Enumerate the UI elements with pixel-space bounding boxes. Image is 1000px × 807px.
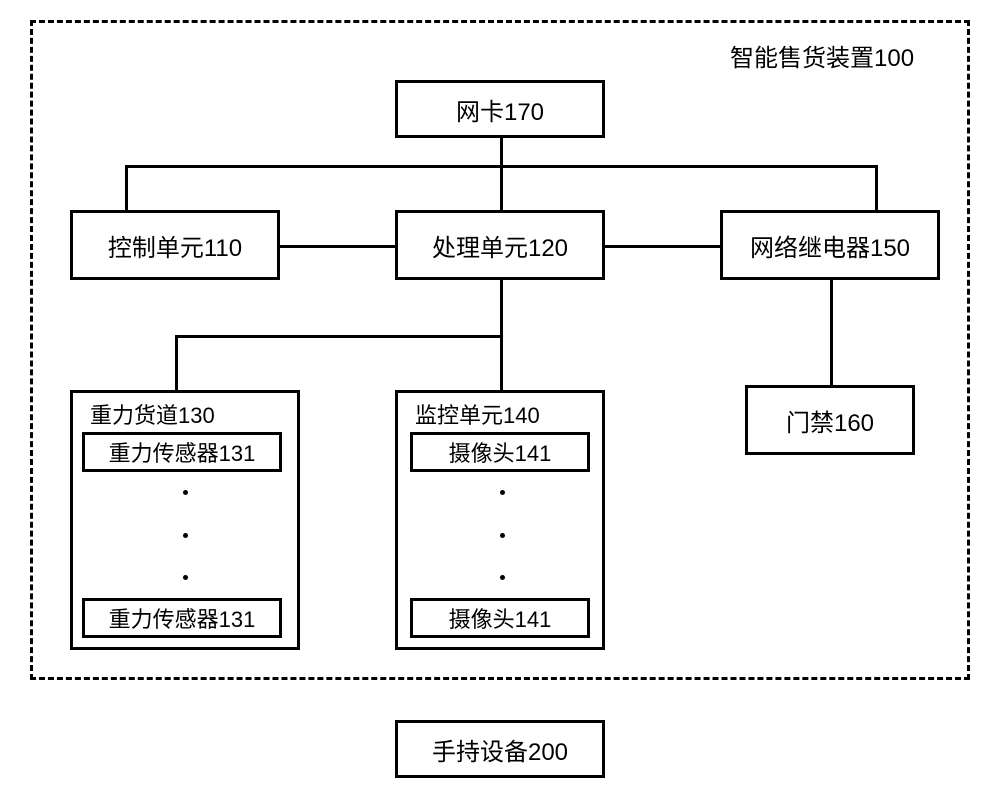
- control-unit-node: 控制单元110: [70, 210, 280, 280]
- edge: [500, 138, 503, 210]
- relay-node: 网络继电器150: [720, 210, 940, 280]
- edge: [125, 165, 128, 210]
- edge: [175, 335, 178, 390]
- edge: [875, 165, 878, 210]
- edge: [280, 245, 395, 248]
- edge: [830, 280, 833, 385]
- gravity-sensor-node: 重力传感器131: [82, 598, 282, 638]
- smart-vending-label: 智能售货装置100: [730, 38, 914, 73]
- edge: [175, 335, 503, 338]
- handheld-device-node: 手持设备200: [395, 720, 605, 778]
- netcard-node: 网卡170: [395, 80, 605, 138]
- diagram-canvas: 智能售货装置100 网卡170 控制单元110 处理单元120 网络继电器150…: [0, 0, 1000, 807]
- gravity-sensor-node: 重力传感器131: [82, 432, 282, 472]
- gravity-channel-label: 重力货道130: [90, 398, 215, 430]
- access-control-node: 门禁160: [745, 385, 915, 455]
- camera-node: 摄像头141: [410, 598, 590, 638]
- ellipsis-dots: [180, 490, 190, 580]
- camera-node: 摄像头141: [410, 432, 590, 472]
- edge: [605, 245, 720, 248]
- process-unit-node: 处理单元120: [395, 210, 605, 280]
- ellipsis-dots: [497, 490, 507, 580]
- monitor-unit-label: 监控单元140: [415, 398, 540, 430]
